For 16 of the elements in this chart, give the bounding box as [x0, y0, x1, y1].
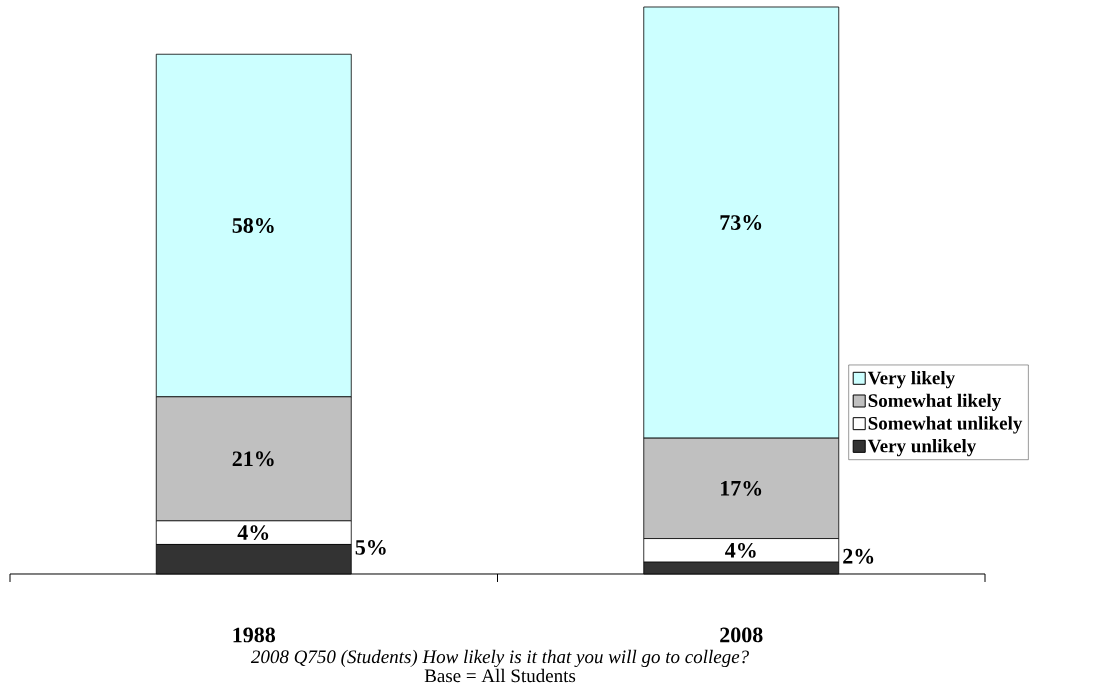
data-label: 5%	[355, 539, 386, 555]
data-label: 58%	[232, 218, 274, 233]
data-label: 73%	[720, 215, 762, 231]
legend-label: Somewhat likely	[868, 393, 1002, 411]
data-label: 4%	[725, 542, 756, 558]
x-tick-label: 1988	[233, 627, 276, 643]
legend-label: Very unlikely	[867, 439, 977, 457]
text: Base = All Students	[424, 668, 576, 683]
data-label: 17%	[721, 480, 762, 496]
data-label: 4%	[237, 525, 269, 541]
text: 2008 Q750 (Students) How likely is it that you will go to college?	[250, 649, 749, 668]
data-label: 21%	[232, 451, 274, 467]
x-tick-label: 2008	[720, 627, 763, 643]
data-label: 2%	[843, 548, 874, 564]
legend-label: Somewhat unlikely	[868, 416, 1023, 434]
legend-label: Very likely	[867, 370, 955, 389]
